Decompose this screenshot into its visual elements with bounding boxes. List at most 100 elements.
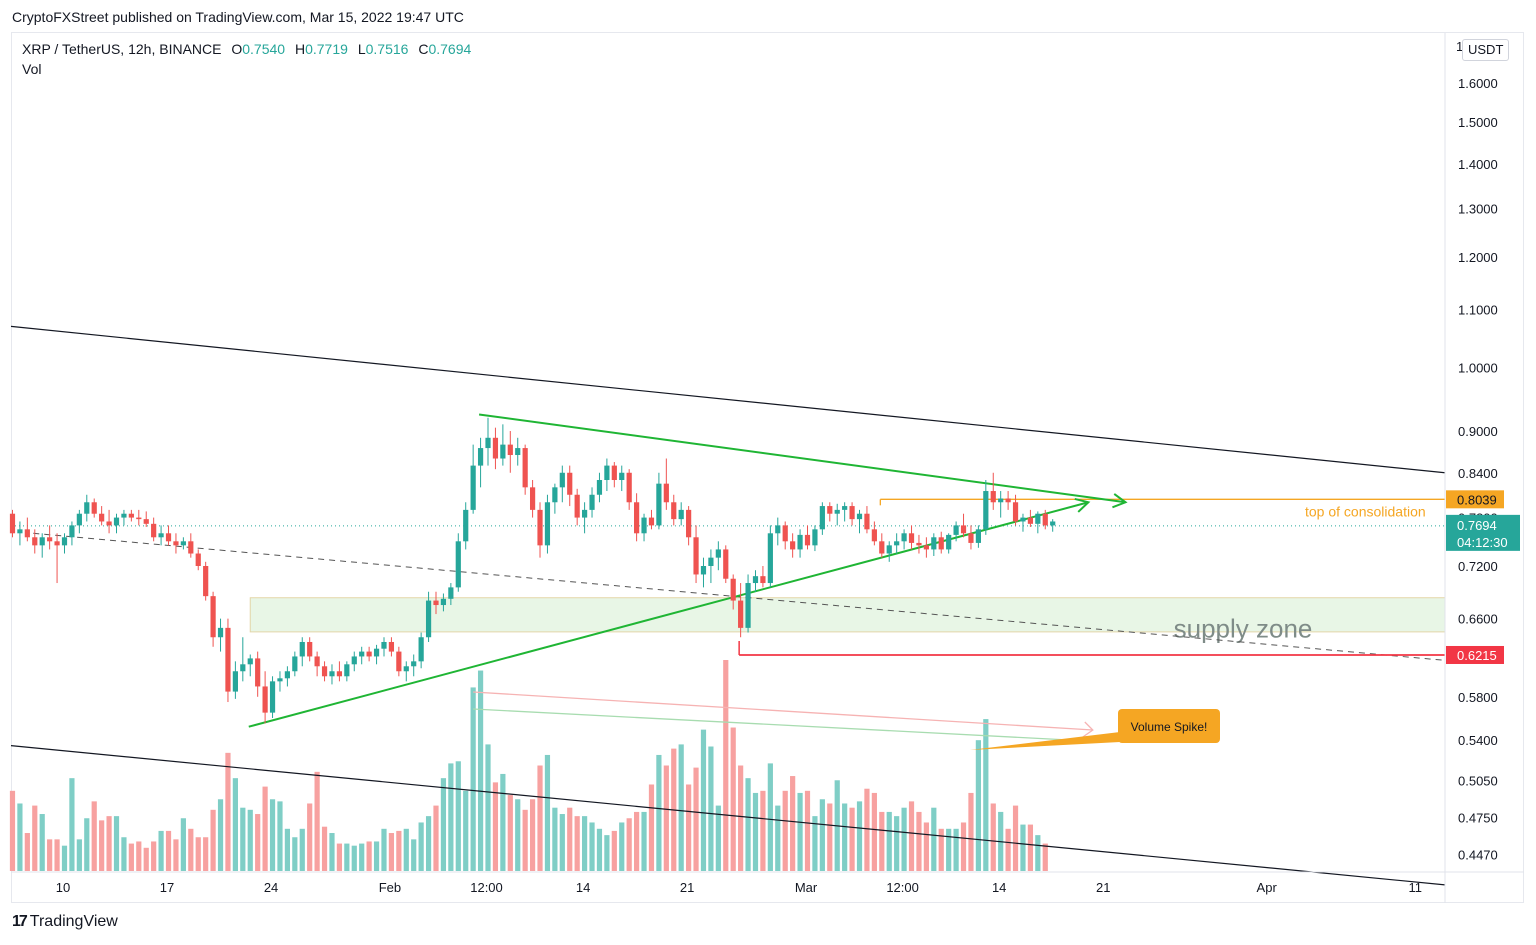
candle-body — [173, 541, 179, 546]
volume-bar — [143, 847, 149, 871]
open-value: 0.7540 — [242, 41, 286, 57]
price-tick-label: 1.5000 — [1458, 115, 1498, 130]
volume-bar — [321, 826, 328, 871]
volume-bar — [871, 792, 877, 871]
candle-body — [700, 566, 707, 575]
volume-bar — [663, 765, 669, 871]
volume-bar — [329, 833, 335, 871]
tradingview-logo[interactable]: 17 TradingView — [12, 913, 118, 931]
volume-bar — [656, 754, 662, 871]
volume-bar — [151, 841, 157, 871]
volume-bar — [91, 801, 97, 871]
candle-body — [894, 541, 900, 546]
volume-bar — [529, 799, 536, 871]
candle-body — [953, 525, 959, 535]
candle-body — [99, 513, 105, 522]
candle-body — [886, 545, 892, 554]
volume-bar — [17, 803, 23, 871]
channel-midline-dashed — [33, 532, 1446, 661]
volume-bar — [968, 792, 974, 871]
volume-spike-callout — [1118, 709, 1220, 743]
volume-bar — [136, 841, 142, 871]
candle-body — [418, 637, 424, 662]
candle-body — [752, 576, 759, 584]
candle-body — [1035, 513, 1041, 524]
triangle-upper-trendline-arrowhead — [1112, 493, 1128, 509]
time-tick-label: 12:00 — [886, 880, 919, 895]
candle-body — [351, 656, 357, 665]
volume-bar — [946, 828, 952, 871]
candle-body — [91, 502, 97, 514]
candle-body — [165, 533, 172, 542]
candle-body — [856, 513, 863, 520]
volume-bar — [128, 843, 134, 871]
candle-body — [485, 437, 491, 449]
volume-bar — [425, 816, 432, 871]
volume-bar — [39, 814, 45, 871]
candle-body — [819, 506, 825, 530]
candle-body — [463, 509, 469, 542]
volume-bar — [901, 807, 907, 871]
candle-body — [195, 553, 201, 566]
candle-body — [686, 509, 692, 538]
volume-bar — [842, 803, 848, 871]
volume-bar — [507, 795, 513, 871]
volume-bar — [790, 776, 796, 871]
currency-selector[interactable]: USDT — [1462, 39, 1510, 61]
candle-body — [76, 513, 82, 526]
volume-bar — [626, 818, 632, 871]
candle-body — [968, 533, 974, 543]
volume-bar — [396, 830, 402, 871]
candle-body — [284, 671, 290, 679]
volume-bar — [344, 843, 350, 871]
candle-body — [804, 534, 811, 546]
time-tick-label: Apr — [1257, 880, 1278, 895]
volume-bar — [470, 687, 476, 871]
last-price-tag — [1446, 514, 1520, 551]
axes: 1.6000 1.5000 1.4000 1.3000 1.2000 1.1000 1.00… — [11, 33, 1524, 903]
volume-bar — [938, 828, 944, 871]
volume-bar — [210, 809, 216, 871]
volume-bar — [277, 801, 283, 871]
price-tick-label: 1.3000 — [1458, 202, 1498, 217]
publisher-attribution: CryptoFXStreet published on TradingView.… — [12, 9, 464, 25]
candle-body — [24, 529, 30, 538]
candle-body — [827, 506, 833, 514]
volume-bar — [819, 799, 825, 871]
volume-bar — [500, 773, 506, 871]
price-tick-label: 0.5800 — [1458, 690, 1498, 705]
last-price-text: 0.7694 — [1457, 518, 1497, 533]
volume-bar — [1012, 805, 1019, 871]
volume-trend-line-red — [473, 691, 1093, 731]
time-tick-label: 17 — [160, 880, 174, 895]
volume-bar — [522, 809, 528, 871]
price-tick-label: 0.6600 — [1458, 612, 1498, 627]
volume-bar — [700, 729, 707, 871]
price-tick-label: 0.4750 — [1458, 811, 1498, 826]
candle-body — [656, 483, 662, 526]
volume-bar — [567, 807, 573, 871]
volume-bar — [559, 814, 565, 871]
channel-lower-line — [10, 745, 1446, 886]
candle-body — [54, 541, 60, 546]
high-value: 0.7719 — [305, 41, 348, 57]
candle-body — [983, 491, 989, 530]
price-tick-label: 0.5400 — [1458, 733, 1498, 748]
candle-body — [589, 494, 595, 510]
candle-body — [596, 480, 603, 495]
candle-body — [604, 465, 610, 481]
supply-zone-layer: supply zone — [249, 597, 1446, 644]
volume-bar — [708, 746, 714, 871]
volume-bar — [686, 784, 692, 871]
volume-bar — [477, 670, 484, 871]
volume-bar — [173, 839, 179, 871]
volume-bar — [69, 778, 75, 871]
candle-body — [299, 641, 305, 657]
candle-body — [611, 465, 617, 481]
candle-body — [990, 491, 996, 503]
candle-body — [121, 513, 127, 518]
volume-bar — [760, 790, 766, 871]
volume-bar — [47, 839, 53, 871]
volume-bar — [9, 790, 16, 871]
